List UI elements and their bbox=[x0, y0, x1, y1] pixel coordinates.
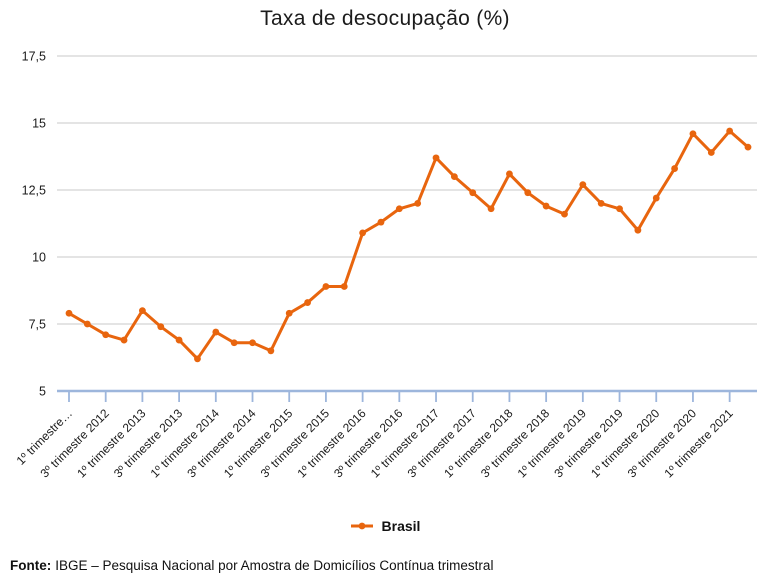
y-tick-label: 12,5 bbox=[22, 184, 46, 198]
data-point bbox=[689, 130, 697, 138]
data-point bbox=[120, 336, 128, 344]
y-tick-label: 7,5 bbox=[29, 318, 46, 332]
data-point bbox=[671, 165, 678, 172]
data-point bbox=[212, 328, 220, 336]
legend-label: Brasil bbox=[381, 518, 421, 534]
y-tick-label: 15 bbox=[32, 117, 46, 131]
data-point bbox=[616, 205, 623, 213]
y-tick-label: 10 bbox=[32, 251, 46, 265]
data-point bbox=[249, 339, 256, 347]
data-point bbox=[157, 323, 165, 331]
legend-series-marker-icon bbox=[350, 522, 373, 530]
data-point bbox=[652, 194, 660, 202]
data-point bbox=[267, 347, 275, 355]
source-note: Fonte: IBGE – Pesquisa Nacional por Amost… bbox=[10, 558, 493, 573]
legend: Brasil bbox=[0, 518, 770, 534]
data-point bbox=[230, 339, 238, 347]
legend-item-brasil[interactable]: Brasil bbox=[350, 518, 421, 534]
data-point bbox=[395, 205, 403, 213]
data-point bbox=[322, 283, 330, 290]
data-point bbox=[304, 299, 311, 306]
data-point bbox=[340, 283, 348, 290]
data-point bbox=[65, 309, 73, 317]
data-point bbox=[487, 205, 495, 213]
data-point bbox=[726, 127, 734, 135]
series-line bbox=[67, 129, 750, 361]
data-point bbox=[175, 336, 183, 344]
data-point bbox=[506, 170, 513, 178]
source-label: Fonte: bbox=[10, 558, 52, 573]
data-point bbox=[432, 154, 440, 162]
data-point bbox=[707, 149, 715, 156]
data-point bbox=[469, 189, 477, 197]
data-point bbox=[579, 181, 587, 189]
data-point bbox=[414, 200, 422, 207]
data-point bbox=[194, 355, 201, 363]
data-point bbox=[83, 320, 91, 328]
data-point bbox=[561, 210, 568, 218]
data-point bbox=[542, 202, 550, 210]
data-point bbox=[377, 218, 385, 226]
y-tick-label: 5 bbox=[39, 385, 46, 399]
y-tick-label: 17,5 bbox=[22, 50, 46, 64]
data-point bbox=[359, 229, 367, 237]
source-text: IBGE – Pesquisa Nacional por Amostra de … bbox=[55, 558, 494, 573]
data-point bbox=[450, 173, 458, 181]
data-point bbox=[744, 143, 752, 151]
data-point bbox=[139, 307, 146, 314]
data-point bbox=[524, 189, 532, 197]
data-point bbox=[634, 226, 642, 234]
data-point bbox=[102, 331, 110, 339]
data-point bbox=[597, 200, 605, 207]
x-tick-label: 1º trimestre 2021 bbox=[661, 406, 736, 481]
chart-title: Taxa de desocupação (%) bbox=[260, 7, 510, 30]
data-point bbox=[285, 309, 293, 317]
